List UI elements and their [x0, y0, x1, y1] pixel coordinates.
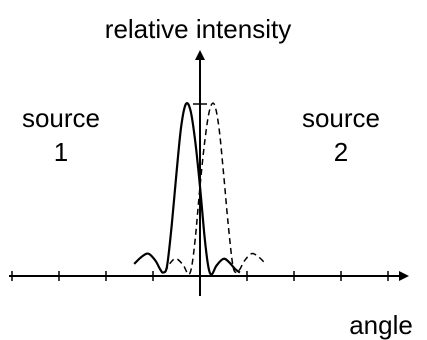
x-axis-label: angle: [349, 310, 413, 340]
source-2-label: source: [302, 103, 380, 133]
source-2-intensity-curve: [164, 102, 267, 276]
source-2-number: 2: [334, 137, 348, 167]
y-axis-label: relative intensity: [105, 14, 291, 44]
source-1-intensity-curve: [133, 101, 241, 276]
source-1-number: 1: [54, 137, 68, 167]
x-tick-group: [11, 271, 389, 281]
source-1-label: source: [22, 103, 100, 133]
